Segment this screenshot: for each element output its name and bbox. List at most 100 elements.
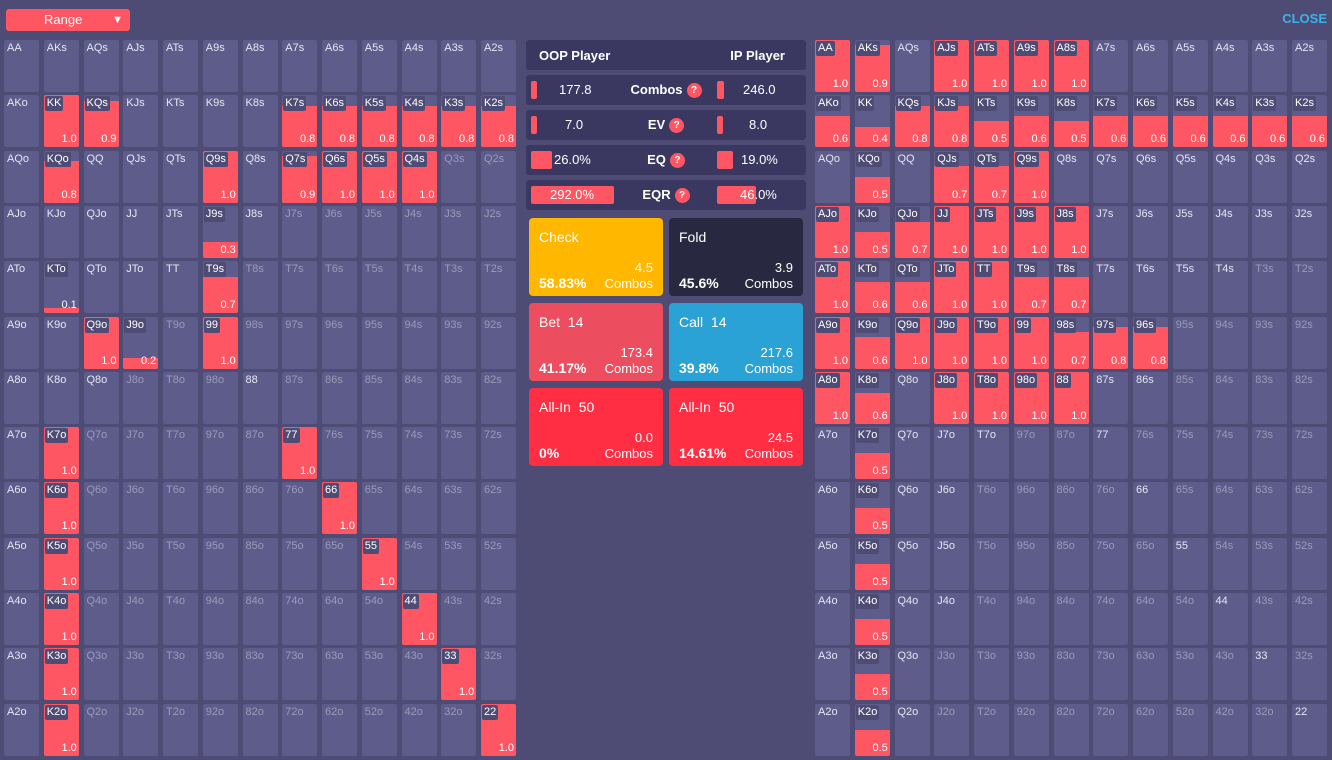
oop-hand-cell[interactable]: K7s 0.8: [282, 95, 318, 148]
oop-hand-cell[interactable]: 42o: [401, 703, 437, 756]
ip-hand-cell[interactable]: QJo 0.7: [894, 205, 930, 258]
oop-hand-cell[interactable]: 66 1.0: [322, 482, 357, 535]
ip-hand-cell[interactable]: 43s: [1252, 593, 1288, 645]
oop-hand-cell[interactable]: AJs: [123, 40, 159, 92]
ip-hand-cell[interactable]: T4o: [974, 593, 1009, 645]
oop-hand-cell[interactable]: T3o: [163, 648, 198, 701]
action-all-in-oop[interactable]: All-In 50 0.0 0% Combos: [529, 388, 663, 466]
ip-hand-cell[interactable]: 83s: [1252, 371, 1288, 424]
oop-hand-cell[interactable]: 64o: [322, 593, 357, 645]
oop-hand-cell[interactable]: KQs 0.9: [83, 95, 119, 148]
ip-hand-cell[interactable]: 42o: [1212, 703, 1248, 756]
oop-hand-cell[interactable]: J4o: [123, 593, 159, 645]
oop-hand-cell[interactable]: 95o: [202, 537, 238, 590]
ip-hand-cell[interactable]: 42s: [1292, 593, 1327, 645]
oop-hand-cell[interactable]: 95s: [361, 316, 397, 369]
ip-hand-cell[interactable]: 96o: [1013, 482, 1049, 535]
ip-hand-cell[interactable]: 32o: [1252, 703, 1288, 756]
ip-hand-cell[interactable]: A4s: [1212, 40, 1248, 92]
action-fold[interactable]: Fold 3.9 45.6% Combos: [669, 218, 803, 296]
oop-hand-cell[interactable]: Q8s: [242, 150, 278, 203]
ip-hand-cell[interactable]: T3s: [1252, 261, 1288, 314]
ip-hand-cell[interactable]: Q7s: [1093, 150, 1129, 203]
oop-hand-cell[interactable]: K8s: [242, 95, 278, 148]
oop-hand-cell[interactable]: Q7s 0.9: [282, 150, 318, 203]
oop-hand-cell[interactable]: K4o 1.0: [43, 593, 79, 645]
ip-hand-cell[interactable]: K5o 0.5: [854, 537, 890, 590]
oop-hand-cell[interactable]: J2s: [481, 205, 516, 258]
oop-hand-cell[interactable]: Q9o 1.0: [83, 316, 119, 369]
oop-hand-cell[interactable]: Q5s 1.0: [361, 150, 397, 203]
oop-hand-cell[interactable]: K6o 1.0: [43, 482, 79, 535]
ip-hand-cell[interactable]: T5o: [974, 537, 1009, 590]
oop-hand-cell[interactable]: 92s: [481, 316, 516, 369]
oop-hand-cell[interactable]: A4o: [4, 593, 39, 645]
ip-hand-cell[interactable]: J5o: [934, 537, 970, 590]
ip-hand-cell[interactable]: J7s: [1093, 205, 1129, 258]
oop-hand-cell[interactable]: K3o 1.0: [43, 648, 79, 701]
oop-hand-cell[interactable]: T8s: [242, 261, 278, 314]
ip-hand-cell[interactable]: Q6o: [894, 482, 930, 535]
oop-hand-cell[interactable]: 76s: [322, 427, 357, 480]
ip-hand-cell[interactable]: 76o: [1093, 482, 1129, 535]
ip-hand-cell[interactable]: K4s 0.6: [1212, 95, 1248, 148]
oop-hand-cell[interactable]: 93s: [441, 316, 477, 369]
action-call[interactable]: Call 14 217.6 39.8% Combos: [669, 303, 803, 381]
ip-hand-cell[interactable]: T2s: [1292, 261, 1327, 314]
ip-hand-cell[interactable]: T5s: [1172, 261, 1208, 314]
ip-hand-cell[interactable]: K8o 0.6: [854, 371, 890, 424]
oop-hand-cell[interactable]: KTs: [163, 95, 198, 148]
oop-hand-cell[interactable]: 33 1.0: [441, 648, 477, 701]
ip-hand-cell[interactable]: J2s: [1292, 205, 1327, 258]
ip-hand-cell[interactable]: K7s 0.6: [1093, 95, 1129, 148]
ip-hand-cell[interactable]: 82o: [1053, 703, 1089, 756]
oop-hand-cell[interactable]: 65o: [322, 537, 357, 590]
ip-hand-cell[interactable]: KJs 0.8: [934, 95, 970, 148]
ip-hand-cell[interactable]: Q8o: [894, 371, 930, 424]
ip-hand-cell[interactable]: 75s: [1172, 427, 1208, 480]
oop-hand-cell[interactable]: J5o: [123, 537, 159, 590]
ip-hand-cell[interactable]: 99 1.0: [1013, 316, 1049, 369]
ip-hand-cell[interactable]: 87o: [1053, 427, 1089, 480]
oop-hand-cell[interactable]: 43s: [441, 593, 477, 645]
ip-hand-cell[interactable]: T8s 0.7: [1053, 261, 1089, 314]
ip-hand-cell[interactable]: AJo 1.0: [815, 205, 850, 258]
oop-hand-cell[interactable]: K2o 1.0: [43, 703, 79, 756]
ip-hand-cell[interactable]: A7s: [1093, 40, 1129, 92]
ip-hand-cell[interactable]: 77: [1093, 427, 1129, 480]
oop-hand-cell[interactable]: 52s: [481, 537, 516, 590]
ip-hand-cell[interactable]: 72s: [1292, 427, 1327, 480]
oop-hand-cell[interactable]: 87o: [242, 427, 278, 480]
ip-hand-cell[interactable]: A5o: [815, 537, 850, 590]
oop-hand-cell[interactable]: J3o: [123, 648, 159, 701]
oop-hand-cell[interactable]: A2o: [4, 703, 39, 756]
oop-hand-cell[interactable]: A6s: [322, 40, 357, 92]
oop-hand-cell[interactable]: JTs: [163, 205, 198, 258]
ip-hand-cell[interactable]: Q5s: [1172, 150, 1208, 203]
oop-hand-cell[interactable]: J7s: [282, 205, 318, 258]
oop-hand-cell[interactable]: 96s: [322, 316, 357, 369]
ip-hand-cell[interactable]: K2o 0.5: [854, 703, 890, 756]
oop-hand-cell[interactable]: J6o: [123, 482, 159, 535]
oop-hand-cell[interactable]: 64s: [401, 482, 437, 535]
ip-hand-cell[interactable]: 97s 0.8: [1093, 316, 1129, 369]
ip-hand-cell[interactable]: T6o: [974, 482, 1009, 535]
ip-hand-cell[interactable]: 95s: [1172, 316, 1208, 369]
ip-hand-cell[interactable]: Q2s: [1292, 150, 1327, 203]
oop-hand-cell[interactable]: Q6s 1.0: [322, 150, 357, 203]
oop-hand-cell[interactable]: KK 1.0: [43, 95, 79, 148]
oop-hand-cell[interactable]: 72s: [481, 427, 516, 480]
oop-hand-cell[interactable]: 84s: [401, 371, 437, 424]
ip-hand-cell[interactable]: T8o 1.0: [974, 371, 1009, 424]
oop-hand-cell[interactable]: 22 1.0: [481, 703, 516, 756]
oop-hand-cell[interactable]: 53s: [441, 537, 477, 590]
oop-hand-cell[interactable]: ATs: [163, 40, 198, 92]
oop-hand-cell[interactable]: 97s: [282, 316, 318, 369]
ip-hand-cell[interactable]: 52s: [1292, 537, 1327, 590]
oop-hand-cell[interactable]: 99 1.0: [202, 316, 238, 369]
oop-hand-cell[interactable]: Q2s: [481, 150, 516, 203]
oop-hand-cell[interactable]: AKo: [4, 95, 39, 148]
oop-hand-cell[interactable]: A3o: [4, 648, 39, 701]
ip-hand-cell[interactable]: 65s: [1172, 482, 1208, 535]
ip-hand-cell[interactable]: A6o: [815, 482, 850, 535]
